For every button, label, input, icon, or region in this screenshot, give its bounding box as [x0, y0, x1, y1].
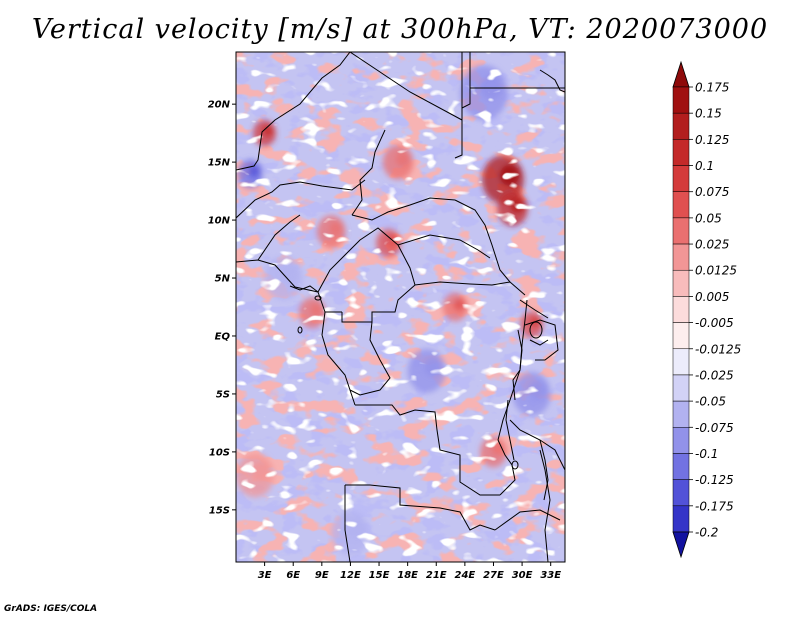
lat-tick-label: 5S: [216, 389, 230, 400]
colorbar-segment: [672, 322, 690, 350]
plot-title: Vertical velocity [m/s] at 300hPa, VT: 2…: [31, 14, 769, 45]
colorbar-label: -0.0125: [695, 342, 741, 356]
lon-tick-label: 30E: [512, 570, 533, 581]
colorbar-bottom-cap: [672, 531, 690, 559]
lat-tick-label: 15N: [208, 158, 231, 169]
colorbar-label: 0.075: [695, 185, 729, 199]
colorbar-segment: [672, 165, 690, 192]
lat-tick-label: 10S: [209, 447, 230, 458]
lon-tick-label: 24E: [454, 570, 475, 581]
colorbar-label: -0.175: [695, 499, 734, 513]
colorbar-segment: [672, 479, 690, 507]
colorbar-label: -0.075: [695, 421, 734, 435]
colorbar-label: -0.125: [695, 473, 734, 487]
lon-tick-label: 6E: [286, 570, 300, 581]
colorbar-segment: [672, 296, 690, 323]
lake-outlines: [297, 295, 549, 501]
colorbar-segment: [672, 453, 690, 480]
colorbar-label: 0.175: [695, 81, 729, 95]
country-borders: [236, 52, 565, 562]
colorbar-segment: [672, 348, 690, 376]
software-credit: GrADS: IGES/COLA: [4, 604, 98, 614]
lon-tick-label: 21E: [426, 570, 447, 581]
colorbar-label: 0.15: [695, 107, 722, 121]
lon-tick-label: 3E: [258, 570, 272, 581]
colorbar-label: 0.125: [695, 133, 729, 147]
lon-tick-label: 9E: [315, 570, 329, 581]
vertical-velocity-field: [236, 52, 565, 562]
colorbar-segment: [672, 400, 690, 428]
colorbar-label: 0.05: [695, 211, 722, 225]
colorbar-label: 0.0125: [695, 264, 737, 278]
colorbar-segment: [672, 243, 690, 271]
lon-tick-label: 15E: [369, 570, 390, 581]
colorbar: 0.175 0.15 0.125 0.1 0.075 0.05 0.025 0.0125 0.0…: [672, 60, 741, 559]
colorbar-label: -0.05: [695, 395, 726, 409]
colorbar-label: -0.005: [695, 316, 734, 330]
lon-tick-label: 18E: [397, 570, 418, 581]
colorbar-label: -0.1: [695, 447, 718, 461]
colorbar-label: 0.1: [695, 159, 714, 173]
lon-tick-label: 33E: [540, 570, 561, 581]
colorbar-segment: [672, 217, 690, 245]
colorbar-label: 0.025: [695, 238, 729, 252]
lat-tick-label: 15S: [209, 505, 230, 516]
colorbar-segment: [672, 427, 690, 454]
colorbar-segment: [672, 191, 690, 219]
colorbar-segment: [672, 86, 690, 114]
lon-tick-label: 12E: [340, 570, 361, 581]
colorbar-label: -0.025: [695, 368, 734, 382]
colorbar-label: 0.005: [695, 290, 729, 304]
lat-tick-label: 5N: [215, 274, 231, 285]
lat-tick-label: EQ: [215, 331, 231, 342]
colorbar-segment: [672, 269, 690, 297]
latitude-axis: 20N 15N 10N 5N EQ 5S 10S 15S: [208, 100, 236, 516]
colorbar-segment: [672, 112, 690, 140]
colorbar-segment: [672, 374, 690, 402]
lon-tick-label: 27E: [483, 570, 504, 581]
colorbar-top-cap: [672, 60, 690, 88]
colorbar-segment: [672, 505, 690, 533]
longitude-axis: 3E 6E 9E 12E 15E 18E 21E 24E 27E 30E 33E: [258, 562, 561, 581]
lat-tick-label: 20N: [208, 100, 231, 111]
colorbar-label: -0.2: [695, 526, 718, 540]
lat-tick-label: 10N: [208, 216, 231, 227]
colorbar-segment: [672, 139, 690, 166]
field-noise-white: [236, 52, 565, 562]
map-frame: [235, 51, 566, 563]
